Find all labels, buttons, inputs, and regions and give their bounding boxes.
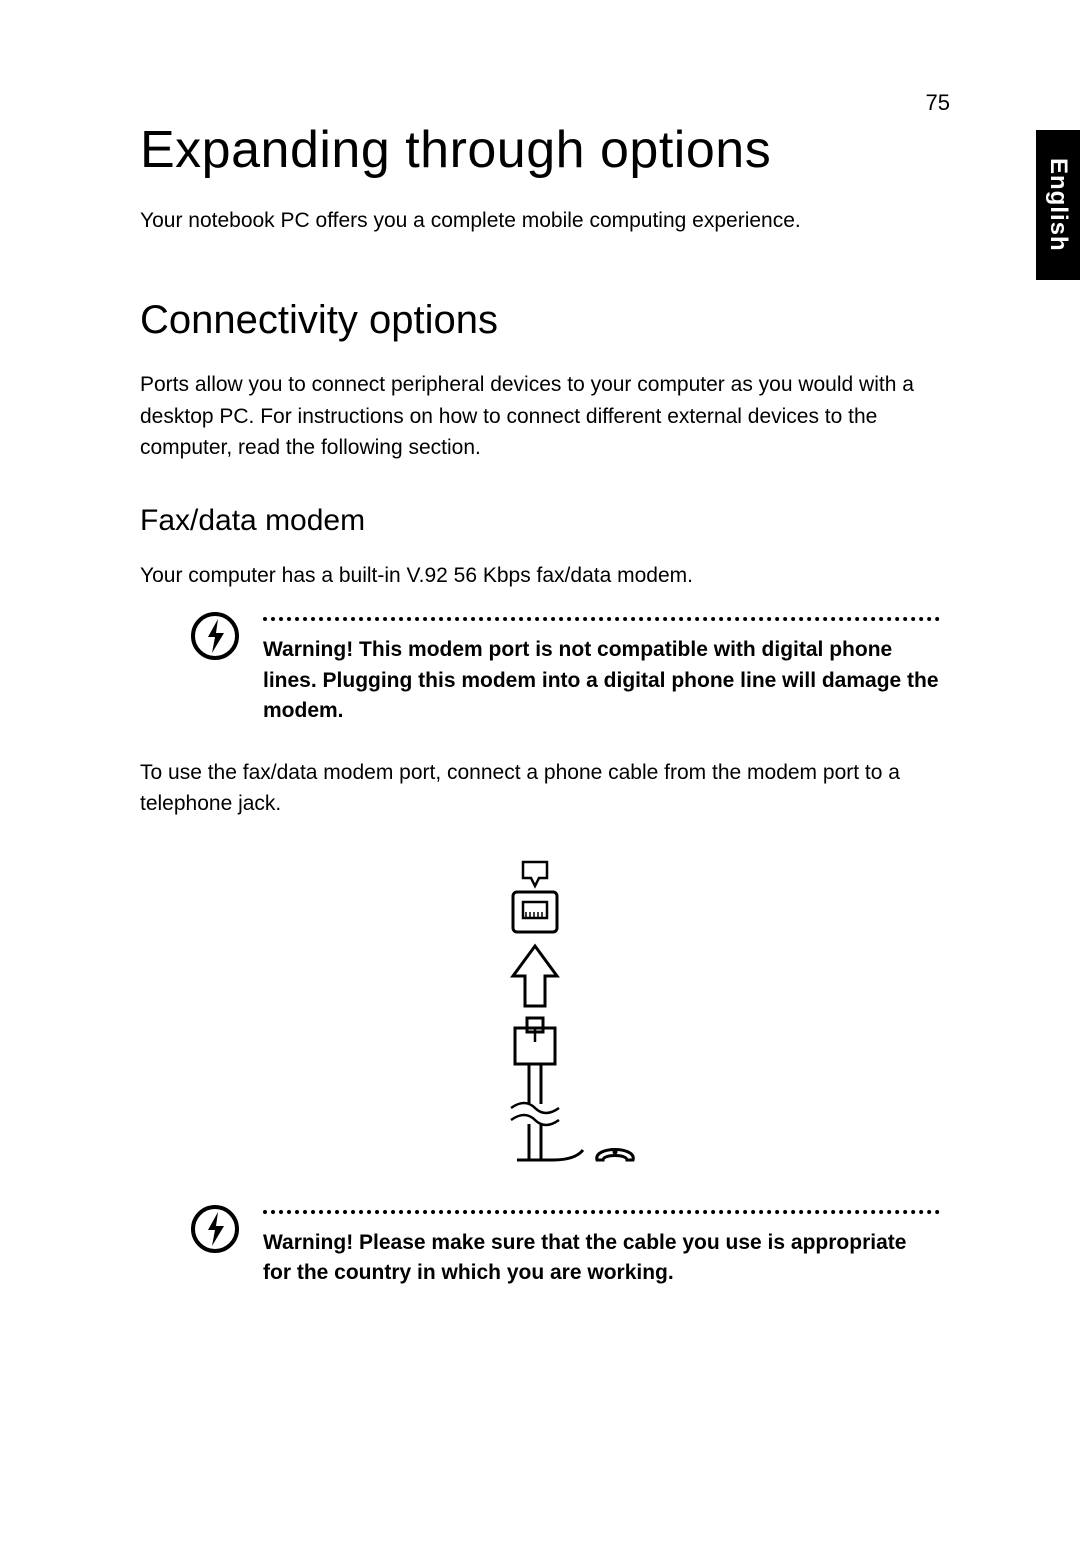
modem-cable-diagram [140,860,950,1180]
dashed-separator [263,617,940,621]
modem-body-1: Your computer has a built-in V.92 56 Kbp… [140,560,920,592]
warning-callout-1: Warning! This modem port is not compatib… [190,617,940,726]
document-page: 75 English Expanding through options You… [0,0,1080,1549]
warning-text-2: Warning! Please make sure that the cable… [263,1228,940,1289]
section-heading-connectivity: Connectivity options [140,298,950,343]
page-number: 75 [926,90,950,116]
lightning-circle-icon [190,1204,245,1259]
dashed-separator [263,1210,940,1214]
warning-callout-2: Warning! Please make sure that the cable… [190,1210,940,1289]
connectivity-body: Ports allow you to connect peripheral de… [140,369,920,464]
language-tab-label: English [1044,158,1072,252]
warning-body-1: Warning! This modem port is not compatib… [263,617,940,726]
warning-body-2: Warning! Please make sure that the cable… [263,1210,940,1289]
intro-text: Your notebook PC offers you a complete m… [140,206,950,236]
language-tab: English [1036,130,1080,280]
page-title: Expanding through options [140,120,950,180]
subsection-heading-modem: Fax/data modem [140,504,950,538]
lightning-circle-icon [190,611,245,666]
warning-text-1: Warning! This modem port is not compatib… [263,635,940,726]
modem-body-2: To use the fax/data modem port, connect … [140,757,920,820]
